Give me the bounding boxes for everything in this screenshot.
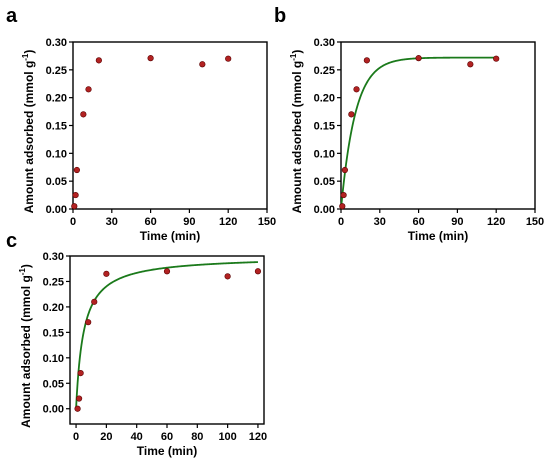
panel-letter-a: a [6, 5, 18, 27]
plot-frame [340, 41, 536, 210]
fit-curve [340, 56, 497, 210]
x-tick-label: 80 [191, 431, 203, 443]
y-tick-label: 0.15 [43, 327, 64, 339]
data-point [224, 273, 231, 280]
x-tick-label: 120 [249, 431, 267, 443]
x-tick-label: 60 [412, 216, 424, 228]
y-tick-label: 0.30 [43, 251, 64, 263]
y-tick-label: 0.05 [43, 378, 64, 390]
x-tick-label: 150 [258, 216, 276, 228]
x-tick-label: 90 [451, 216, 463, 228]
y-tick-label: 0.25 [43, 276, 64, 288]
data-point [75, 395, 83, 402]
panel-letter-c: c [6, 230, 17, 252]
x-tick-label: 0 [70, 216, 76, 228]
panel-c: c 0 20 40 60 80 100 120 0.00 0.05 0.10 0.15 0.20 0.25… [6, 230, 267, 458]
data-point [72, 191, 79, 199]
y-tick-label: 0.20 [314, 93, 335, 105]
data-point [254, 268, 262, 275]
y-tick-label: 0.10 [46, 148, 67, 160]
data-point [85, 86, 92, 93]
x-tick-label: 150 [526, 216, 544, 228]
y-axis-title: Amount adsorbed (mmol g-1) [289, 50, 304, 214]
y-tick-label: 0.00 [43, 404, 64, 416]
x-tick-label: 90 [183, 216, 195, 228]
data-point [163, 268, 171, 275]
y-axis-title: Amount adsorbed (mmol g-1) [18, 264, 33, 428]
x-tick-label: 30 [106, 216, 118, 228]
data-point [77, 369, 84, 377]
data-point [95, 57, 102, 64]
plot-frame [69, 255, 265, 425]
x-tick-label: 120 [487, 216, 505, 228]
x-tick-label: 30 [374, 216, 386, 228]
panel-letter-b: b [274, 5, 286, 27]
data-point [80, 111, 87, 118]
data-point [147, 55, 154, 62]
data-point [71, 203, 78, 210]
y-axis-title: Amount adsorbed (mmol g-1) [21, 50, 36, 214]
y-tick-label: 0.15 [314, 121, 335, 133]
data-point [103, 270, 110, 277]
plot-frame [72, 41, 268, 210]
y-tick-label: 0.25 [314, 65, 335, 77]
x-tick-label: 40 [131, 431, 143, 443]
data-point [85, 319, 92, 326]
data-point [339, 203, 346, 210]
data-point [340, 191, 347, 199]
data-point [341, 166, 348, 174]
y-tick-label: 0.00 [314, 204, 335, 216]
data-point [353, 86, 360, 93]
panel-a: a 0 30 60 90 120 150 0.00 0.05 0.10 0.15 0.20 0.25 0.… [6, 5, 276, 243]
y-tick-label: 0.30 [314, 37, 335, 49]
y-tick-label: 0.10 [314, 148, 335, 160]
y-tick-label: 0.05 [314, 176, 335, 188]
x-tick-label: 60 [161, 431, 173, 443]
y-tick-label: 0.15 [46, 121, 67, 133]
y-tick-label: 0.30 [46, 37, 67, 49]
x-tick-label: 60 [144, 216, 156, 228]
y-tick-label: 0.05 [46, 176, 67, 188]
data-point [415, 55, 422, 62]
x-axis-title: Time (min) [408, 229, 468, 243]
data-point [73, 166, 80, 174]
x-tick-label: 100 [218, 431, 236, 443]
data-point [467, 61, 474, 68]
y-tick-label: 0.25 [46, 65, 67, 77]
y-tick-label: 0.20 [46, 93, 67, 105]
data-point [348, 111, 355, 118]
x-tick-label: 120 [219, 216, 237, 228]
y-tick-label: 0.20 [43, 302, 64, 314]
data-point [91, 298, 98, 305]
data-point [199, 61, 206, 68]
x-axis-title: Time (min) [137, 444, 197, 458]
x-axis-title: Time (min) [140, 229, 200, 243]
data-point [493, 55, 500, 62]
data-point [74, 405, 81, 412]
data-point [363, 57, 370, 64]
x-tick-label: 20 [100, 431, 112, 443]
y-tick-label: 0.10 [43, 353, 64, 365]
y-tick-label: 0.00 [46, 204, 67, 216]
panel-b: b 0 30 60 90 120 150 0.00 0.05 0.10 0.15 0.20 0.25 0.… [274, 5, 544, 243]
x-tick-label: 0 [73, 431, 79, 443]
data-point [225, 55, 232, 62]
fit-curve [75, 261, 258, 409]
x-tick-label: 0 [338, 216, 344, 228]
